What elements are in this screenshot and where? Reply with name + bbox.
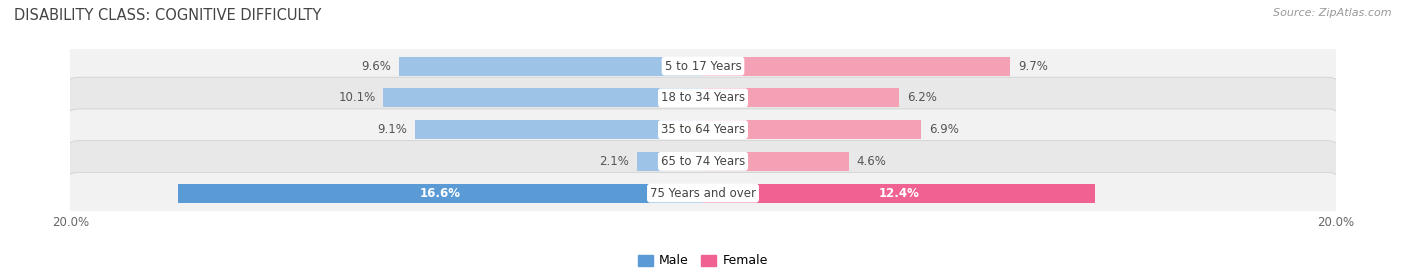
FancyBboxPatch shape [66,141,1340,182]
Text: 35 to 64 Years: 35 to 64 Years [661,123,745,136]
Text: Source: ZipAtlas.com: Source: ZipAtlas.com [1274,8,1392,18]
FancyBboxPatch shape [66,173,1340,214]
Text: 12.4%: 12.4% [879,187,920,200]
Bar [703,152,849,171]
Text: 4.6%: 4.6% [856,155,886,168]
Bar [177,184,703,203]
Bar [703,120,921,139]
Text: 6.9%: 6.9% [929,123,959,136]
Bar [703,184,1095,203]
Bar [415,120,703,139]
Text: DISABILITY CLASS: COGNITIVE DIFFICULTY: DISABILITY CLASS: COGNITIVE DIFFICULTY [14,8,322,23]
Bar [703,88,900,107]
Text: 2.1%: 2.1% [599,155,628,168]
Text: 5 to 17 Years: 5 to 17 Years [665,60,741,73]
FancyBboxPatch shape [66,109,1340,150]
Text: 16.6%: 16.6% [420,187,461,200]
Text: 65 to 74 Years: 65 to 74 Years [661,155,745,168]
FancyBboxPatch shape [66,77,1340,119]
Text: 18 to 34 Years: 18 to 34 Years [661,91,745,104]
Text: 9.7%: 9.7% [1018,60,1047,73]
Text: 10.1%: 10.1% [339,91,375,104]
Text: 9.6%: 9.6% [361,60,391,73]
Bar [637,152,703,171]
Text: 75 Years and over: 75 Years and over [650,187,756,200]
FancyBboxPatch shape [66,45,1340,87]
Legend: Male, Female: Male, Female [633,249,773,270]
Text: 9.1%: 9.1% [377,123,408,136]
Bar [703,56,1010,76]
Bar [384,88,703,107]
Bar [399,56,703,76]
Text: 6.2%: 6.2% [907,91,936,104]
